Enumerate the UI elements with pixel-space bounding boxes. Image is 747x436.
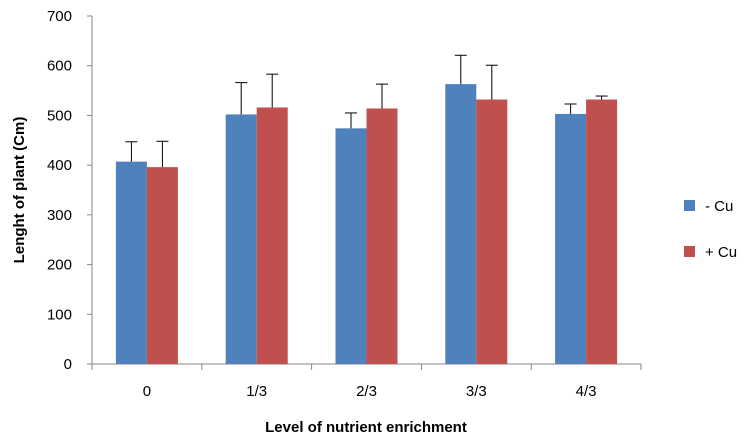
y-tick-label: 700 xyxy=(47,8,72,25)
y-tick-label: 0 xyxy=(64,356,72,373)
x-tick-label: 2/3 xyxy=(356,383,377,400)
y-tick-label: 100 xyxy=(47,306,72,323)
y-tick-label: 200 xyxy=(47,257,72,274)
x-axis-label: Level of nutrient enrichment xyxy=(265,419,467,436)
bar xyxy=(335,128,367,364)
x-axis: 0 1/3 2/3 3/3 4/3 xyxy=(91,363,642,400)
bar xyxy=(115,161,147,364)
bar xyxy=(366,108,398,365)
y-axis-label: Lenght of plant (Cm) xyxy=(11,117,28,264)
bars xyxy=(115,84,618,365)
y-tick-label: 500 xyxy=(47,107,72,124)
legend-label: - Cu xyxy=(705,198,733,215)
bar xyxy=(586,99,618,365)
y-tick-label: 400 xyxy=(47,157,72,174)
bar xyxy=(476,99,508,365)
y-tick-label: 600 xyxy=(47,58,72,75)
legend-swatch xyxy=(684,200,695,211)
legend-label: + Cu xyxy=(705,244,737,261)
y-tick-label: 300 xyxy=(47,207,72,224)
y-axis: 0 100 200 300 400 500 600 700 xyxy=(47,8,93,373)
x-tick-label: 3/3 xyxy=(466,383,487,400)
error-bars xyxy=(125,54,608,168)
x-tick-label: 0 xyxy=(143,383,151,400)
x-tick-label: 4/3 xyxy=(576,383,597,400)
bar xyxy=(146,167,178,364)
bar xyxy=(445,84,477,364)
bar xyxy=(256,107,288,364)
legend: - Cu + Cu xyxy=(684,198,737,261)
bar xyxy=(555,113,587,365)
bar xyxy=(225,114,257,364)
legend-swatch xyxy=(684,246,695,257)
x-tick-label: 1/3 xyxy=(246,383,267,400)
